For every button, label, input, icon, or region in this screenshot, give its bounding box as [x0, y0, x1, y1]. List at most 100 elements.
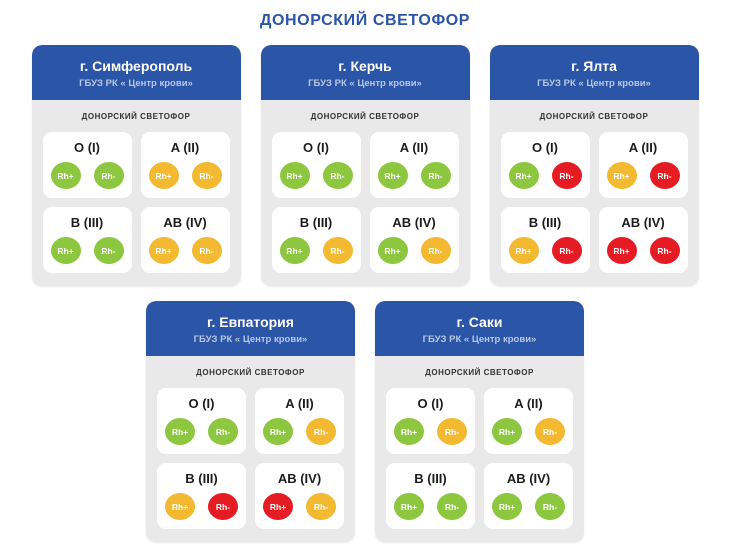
blood-group-box: B (III) Rh+ Rh-	[42, 207, 132, 273]
blood-group-box: A (II) Rh+ Rh-	[369, 132, 459, 198]
rh-plus-indicator: Rh+	[508, 237, 539, 264]
blood-groups-grid: O (I) Rh+ Rh- A (II) Rh+ Rh- B (III) Rh+ Rh- AB (…	[500, 132, 688, 273]
rh-minus-indicator: Rh-	[191, 237, 222, 264]
blood-type-label: B (III)	[528, 215, 562, 230]
page-title: ДОНОРСКИЙ СВЕТОФОР	[259, 12, 471, 29]
rh-plus-indicator: Rh+	[165, 493, 195, 520]
card-body: ДОНОРСКИЙ СВЕТОФОР O (I) Rh+ Rh- A (II) Rh+ Rh…	[375, 356, 584, 542]
blood-type-label: O (I)	[303, 140, 329, 155]
rh-indicators: Rh+ Rh-	[486, 418, 571, 445]
blood-type-label: B (III)	[299, 215, 333, 230]
blood-type-label: O (I)	[417, 396, 444, 411]
rh-plus-indicator: Rh+	[492, 418, 522, 445]
blood-group-box: O (I) Rh+ Rh-	[500, 132, 590, 198]
city-card: г. Симферополь ГБУЗ РК « Центр крови» ДОНО…	[31, 45, 241, 286]
city-name: г. Евпатория	[207, 314, 294, 330]
rh-indicators: Rh+ Rh-	[601, 162, 686, 189]
rh-indicators: Rh+ Rh-	[45, 162, 130, 189]
card-body: ДОНОРСКИЙ СВЕТОФОР O (I) Rh+ Rh- A (II) Rh+ Rh…	[261, 100, 470, 286]
rh-plus-indicator: Rh+	[394, 493, 424, 520]
blood-type-label: A (II)	[170, 140, 200, 155]
blood-type-label: O (I)	[532, 140, 558, 155]
rh-indicators: Rh+ Rh-	[45, 237, 130, 264]
rh-minus-indicator: Rh-	[420, 162, 451, 189]
rh-indicators: Rh+ Rh-	[159, 418, 244, 445]
org-name: ГБУЗ РК « Центр крови»	[193, 334, 308, 345]
rh-plus-indicator: Rh+	[394, 418, 424, 445]
blood-type-label: A (II)	[514, 396, 543, 411]
blood-group-box: O (I) Rh+ Rh-	[386, 388, 475, 454]
rh-plus-indicator: Rh+	[148, 237, 179, 264]
rh-indicators: Rh+ Rh-	[274, 237, 359, 264]
card-header: г. Ялта ГБУЗ РК « Центр крови»	[489, 45, 699, 100]
rh-minus-indicator: Rh-	[437, 493, 467, 520]
city-name: г. Ялта	[571, 58, 617, 74]
blood-type-label: O (I)	[74, 140, 100, 155]
card-header: г. Саки ГБУЗ РК « Центр крови»	[375, 301, 584, 356]
blood-type-label: A (II)	[285, 396, 314, 411]
blood-type-label: AB (IV)	[163, 215, 207, 230]
rh-indicators: Rh+ Rh-	[159, 493, 244, 520]
city-card: г. Керчь ГБУЗ РК « Центр крови» ДОНОРСКИЙ …	[260, 45, 470, 286]
blood-type-label: B (III)	[70, 215, 104, 230]
blood-groups-grid: O (I) Rh+ Rh- A (II) Rh+ Rh- B (III) Rh+ Rh- AB (…	[386, 388, 573, 529]
city-card: г. Евпатория ГБУЗ РК « Центр крови» ДОНОРС…	[146, 301, 355, 542]
rh-indicators: Rh+ Rh-	[143, 162, 228, 189]
rh-indicators: Rh+ Rh-	[503, 237, 588, 264]
rh-plus-indicator: Rh+	[165, 418, 195, 445]
rh-minus-indicator: Rh-	[535, 418, 565, 445]
blood-group-box: AB (IV) Rh+ Rh-	[598, 207, 688, 273]
rh-indicators: Rh+ Rh-	[257, 418, 342, 445]
blood-group-box: A (II) Rh+ Rh-	[140, 132, 230, 198]
rh-minus-indicator: Rh-	[649, 162, 680, 189]
blood-group-box: AB (IV) Rh+ Rh-	[369, 207, 459, 273]
city-name: г. Керчь	[338, 58, 392, 74]
rh-minus-indicator: Rh-	[649, 237, 680, 264]
blood-group-box: B (III) Rh+ Rh-	[271, 207, 361, 273]
rh-plus-indicator: Rh+	[377, 162, 408, 189]
blood-type-label: B (III)	[414, 471, 447, 486]
org-name: ГБУЗ РК « Центр крови»	[308, 78, 422, 89]
rh-plus-indicator: Rh+	[148, 162, 179, 189]
rh-minus-indicator: Rh-	[191, 162, 222, 189]
rh-indicators: Rh+ Rh-	[372, 162, 457, 189]
org-name: ГБУЗ РК « Центр крови»	[79, 78, 193, 89]
rh-plus-indicator: Rh+	[279, 162, 310, 189]
blood-type-label: B (III)	[185, 471, 218, 486]
card-header: г. Симферополь ГБУЗ РК « Центр крови»	[31, 45, 241, 100]
blood-groups-grid: O (I) Rh+ Rh- A (II) Rh+ Rh- B (III) Rh+ Rh- AB (…	[42, 132, 230, 273]
blood-group-box: A (II) Rh+ Rh-	[484, 388, 573, 454]
blood-type-label: O (I)	[188, 396, 215, 411]
donor-traffic-light-label: ДОНОРСКИЙ СВЕТОФОР	[425, 368, 534, 377]
rh-minus-indicator: Rh-	[551, 237, 582, 264]
rh-indicators: Rh+ Rh-	[486, 493, 571, 520]
blood-type-label: AB (IV)	[392, 215, 436, 230]
card-body: ДОНОРСКИЙ СВЕТОФОР O (I) Rh+ Rh- A (II) Rh+ Rh…	[32, 100, 241, 286]
rh-minus-indicator: Rh-	[420, 237, 451, 264]
blood-group-box: B (III) Rh+ Rh-	[157, 463, 246, 529]
rh-minus-indicator: Rh-	[322, 162, 353, 189]
card-header: г. Керчь ГБУЗ РК « Центр крови»	[260, 45, 470, 100]
rh-plus-indicator: Rh+	[279, 237, 310, 264]
card-body: ДОНОРСКИЙ СВЕТОФОР O (I) Rh+ Rh- A (II) Rh+ Rh…	[146, 356, 355, 542]
blood-groups-grid: O (I) Rh+ Rh- A (II) Rh+ Rh- B (III) Rh+ Rh- AB (…	[271, 132, 459, 273]
rh-indicators: Rh+ Rh-	[143, 237, 228, 264]
blood-group-box: B (III) Rh+ Rh-	[386, 463, 475, 529]
rh-plus-indicator: Rh+	[606, 162, 637, 189]
rh-plus-indicator: Rh+	[50, 237, 81, 264]
rh-minus-indicator: Rh-	[208, 418, 238, 445]
rh-minus-indicator: Rh-	[93, 162, 124, 189]
donor-traffic-light-label: ДОНОРСКИЙ СВЕТОФОР	[81, 112, 191, 121]
rh-plus-indicator: Rh+	[263, 493, 293, 520]
blood-groups-grid: O (I) Rh+ Rh- A (II) Rh+ Rh- B (III) Rh+ Rh- AB (…	[157, 388, 344, 529]
blood-group-box: AB (IV) Rh+ Rh-	[255, 463, 344, 529]
cards-row-bottom: г. Евпатория ГБУЗ РК « Центр крови» ДОНОРС…	[0, 301, 730, 542]
org-name: ГБУЗ РК « Центр крови»	[422, 334, 537, 345]
rh-minus-indicator: Rh-	[306, 418, 336, 445]
card-header: г. Евпатория ГБУЗ РК « Центр крови»	[146, 301, 355, 356]
city-card: г. Ялта ГБУЗ РК « Центр крови» ДОНОРСКИЙ С…	[489, 45, 699, 286]
blood-type-label: AB (IV)	[621, 215, 665, 230]
org-name: ГБУЗ РК « Центр крови»	[537, 78, 651, 89]
rh-minus-indicator: Rh-	[208, 493, 238, 520]
city-name: г. Саки	[456, 314, 503, 330]
